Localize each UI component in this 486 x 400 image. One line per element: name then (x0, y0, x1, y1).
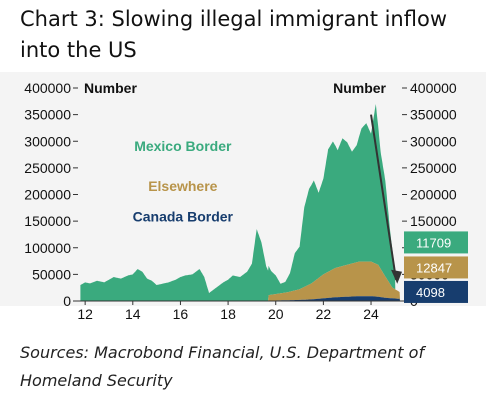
x-tick-label: 20 (268, 306, 284, 322)
y-tick-label-left: 350000 (24, 107, 71, 123)
end-value-label: 11709 (416, 235, 451, 250)
y-tick-label-left: 200000 (24, 187, 71, 203)
area-elsewhere (80, 261, 401, 301)
x-tick-label: 18 (220, 306, 236, 322)
x-tick-label: 22 (316, 306, 332, 322)
area-canada-border (80, 296, 401, 301)
y-tick-label-left: 250000 (24, 160, 71, 176)
y-tick-label-right: 150000 (410, 213, 457, 229)
end-value-box (404, 280, 468, 303)
y-tick-label-left: 50000 (32, 266, 71, 282)
y-tick-label-left: 400000 (24, 80, 71, 96)
y-tick-label-right: 350000 (410, 107, 457, 123)
x-tick-label: 24 (363, 306, 379, 322)
chart-svg: 0050000500001000001000001500001500002000… (0, 72, 486, 322)
y-tick-label-left: 300000 (24, 133, 71, 149)
y-tick-label-right: 400000 (410, 80, 457, 96)
end-value-box (404, 231, 468, 254)
end-value-box (404, 256, 468, 279)
y-tick-label-left: 150000 (24, 213, 71, 229)
y-tick-label-left: 100000 (24, 240, 71, 256)
area-mexico-border (80, 104, 401, 301)
y-tick-label-right: 250000 (410, 160, 457, 176)
source-note: Sources: Macrobond Financial, U.S. Depar… (20, 343, 425, 390)
trend-arrow-head (391, 269, 403, 284)
x-tick-label: 14 (125, 306, 141, 322)
left-axis-label: Number (84, 80, 137, 96)
trend-arrow (370, 114, 398, 280)
series-label-elsewhere: Elsewhere (148, 178, 217, 194)
y-tick-label-left: 0 (63, 293, 71, 309)
end-value-label: 12847 (416, 260, 452, 275)
y-tick-label-right: 300000 (410, 133, 457, 149)
chart-area: 0050000500001000001000001500001500002000… (0, 72, 486, 330)
series-label-mexico-border: Mexico Border (134, 138, 232, 154)
x-tick-label: 16 (173, 306, 189, 322)
series-label-canada-border: Canada Border (133, 209, 234, 225)
chart-title: Chart 3: Slowing illegal immigrant inflo… (20, 7, 447, 62)
x-tick-label: 12 (77, 306, 93, 322)
y-tick-label-right: 200000 (410, 187, 457, 203)
right-axis-label: Number (333, 80, 386, 96)
end-value-label: 4098 (416, 285, 445, 300)
